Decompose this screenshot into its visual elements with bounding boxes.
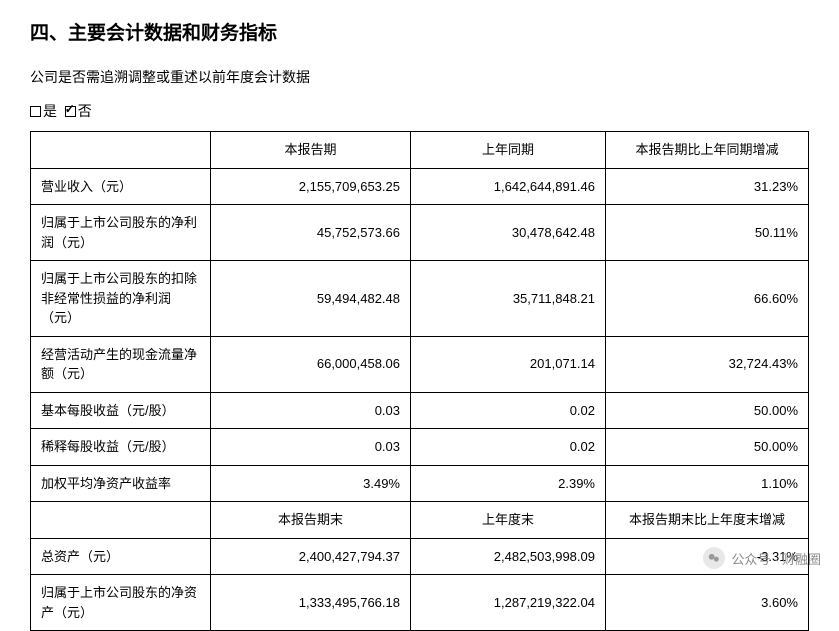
- row-value: 45,752,573.66: [211, 205, 411, 261]
- table-header-cell: 本报告期比上年同期增减: [606, 132, 809, 169]
- row-label: 基本每股收益（元/股）: [31, 392, 211, 429]
- row-label: 总资产（元）: [31, 538, 211, 575]
- table-row: 归属于上市公司股东的净资产（元）1,333,495,766.181,287,21…: [31, 575, 809, 631]
- row-value: 66.60%: [606, 261, 809, 337]
- table-row: 营业收入（元）2,155,709,653.251,642,644,891.463…: [31, 168, 809, 205]
- option-no-label: 否: [78, 103, 92, 119]
- option-yes-label: 是: [43, 103, 57, 119]
- table-header-cell: [31, 132, 211, 169]
- footer-attribution: 公众号 · 财融圈: [703, 547, 821, 569]
- row-value: 2.39%: [411, 465, 606, 502]
- table-row: 稀释每股收益（元/股）0.030.0250.00%: [31, 429, 809, 466]
- table-row: 总资产（元）2,400,427,794.372,482,503,998.09-3…: [31, 538, 809, 575]
- row-value: 0.03: [211, 392, 411, 429]
- section-heading: 四、主要会计数据和财务指标: [30, 18, 809, 45]
- row-value: 59,494,482.48: [211, 261, 411, 337]
- row-label: 稀释每股收益（元/股）: [31, 429, 211, 466]
- row-value: 1,642,644,891.46: [411, 168, 606, 205]
- checkbox-options: 是 否: [30, 101, 809, 121]
- table-row: 经营活动产生的现金流量净额（元）66,000,458.06201,071.143…: [31, 336, 809, 392]
- row-value: 3.49%: [211, 465, 411, 502]
- row-label: 归属于上市公司股东的净资产（元）: [31, 575, 211, 631]
- row-value: 1.10%: [606, 465, 809, 502]
- financial-table: 本报告期上年同期本报告期比上年同期增减营业收入（元）2,155,709,653.…: [30, 131, 809, 631]
- row-value: 31.23%: [606, 168, 809, 205]
- row-value: 0.02: [411, 392, 606, 429]
- row-value: 32,724.43%: [606, 336, 809, 392]
- table-row: 归属于上市公司股东的扣除非经常性损益的净利润（元）59,494,482.4835…: [31, 261, 809, 337]
- checkbox-no: [65, 106, 76, 117]
- restatement-question: 公司是否需追溯调整或重述以前年度会计数据: [30, 67, 809, 87]
- table-header-cell: 本报告期末比上年度末增减: [606, 502, 809, 539]
- row-value: 50.00%: [606, 392, 809, 429]
- checkbox-yes: [30, 106, 41, 117]
- table-header-cell: 上年度末: [411, 502, 606, 539]
- row-value: 0.02: [411, 429, 606, 466]
- row-value: 0.03: [211, 429, 411, 466]
- row-value: 50.00%: [606, 429, 809, 466]
- row-label: 归属于上市公司股东的扣除非经常性损益的净利润（元）: [31, 261, 211, 337]
- row-value: 1,287,219,322.04: [411, 575, 606, 631]
- row-value: 50.11%: [606, 205, 809, 261]
- row-value: 35,711,848.21: [411, 261, 606, 337]
- row-value: 2,482,503,998.09: [411, 538, 606, 575]
- row-value: 3.60%: [606, 575, 809, 631]
- row-value: 2,155,709,653.25: [211, 168, 411, 205]
- footer-text: 公众号 · 财融圈: [731, 549, 821, 568]
- table-row: 归属于上市公司股东的净利润（元）45,752,573.6630,478,642.…: [31, 205, 809, 261]
- row-value: 30,478,642.48: [411, 205, 606, 261]
- table-row: 加权平均净资产收益率3.49%2.39%1.10%: [31, 465, 809, 502]
- table-row: 基本每股收益（元/股）0.030.0250.00%: [31, 392, 809, 429]
- table-header-row: 本报告期末上年度末本报告期末比上年度末增减: [31, 502, 809, 539]
- table-header-cell: 本报告期: [211, 132, 411, 169]
- row-label: 经营活动产生的现金流量净额（元）: [31, 336, 211, 392]
- table-header-row: 本报告期上年同期本报告期比上年同期增减: [31, 132, 809, 169]
- row-label: 加权平均净资产收益率: [31, 465, 211, 502]
- row-value: 2,400,427,794.37: [211, 538, 411, 575]
- wechat-icon: [703, 547, 725, 569]
- row-value: 1,333,495,766.18: [211, 575, 411, 631]
- table-header-cell: 上年同期: [411, 132, 606, 169]
- table-header-cell: [31, 502, 211, 539]
- row-value: 66,000,458.06: [211, 336, 411, 392]
- table-header-cell: 本报告期末: [211, 502, 411, 539]
- row-label: 归属于上市公司股东的净利润（元）: [31, 205, 211, 261]
- row-label: 营业收入（元）: [31, 168, 211, 205]
- row-value: 201,071.14: [411, 336, 606, 392]
